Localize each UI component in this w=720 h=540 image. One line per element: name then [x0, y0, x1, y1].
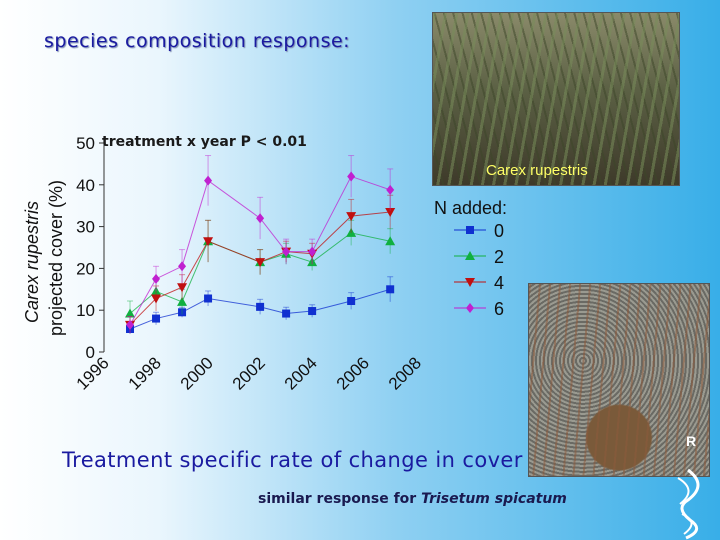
data-point	[203, 237, 214, 247]
y-tick-label: 20	[76, 259, 95, 278]
organization-logo: R	[677, 433, 700, 540]
x-tick-label: 2000	[177, 353, 217, 393]
data-point	[386, 184, 395, 195]
series-6	[126, 155, 395, 334]
data-point	[177, 296, 188, 306]
y-tick-label: 50	[76, 134, 95, 153]
chart-legend: N added: 0 2 4 6	[434, 198, 507, 319]
data-point	[255, 258, 266, 268]
carex-closeup-photo	[528, 283, 710, 477]
photo-caption: Carex rupestris	[486, 162, 588, 179]
data-point	[347, 297, 356, 306]
y-tick-label: 40	[76, 176, 95, 195]
legend-label: 0	[494, 221, 504, 241]
data-point	[385, 207, 396, 217]
data-point	[151, 294, 162, 304]
legend-item-6: 6	[454, 299, 504, 319]
data-point	[347, 171, 356, 182]
data-point	[308, 307, 317, 316]
footnote-species: Trisetum spicatum	[421, 491, 567, 507]
svg-text:R: R	[686, 433, 696, 449]
data-point	[152, 314, 161, 323]
data-point	[307, 257, 318, 267]
y-axis-label-species: Carex rupestris	[22, 201, 42, 323]
x-tick-label: 2006	[333, 353, 373, 393]
legend-label: 4	[494, 273, 504, 293]
series-0	[126, 276, 395, 335]
data-point	[256, 302, 265, 311]
slide-title: species composition response:	[44, 30, 351, 52]
legend-label: 2	[494, 247, 504, 267]
x-tick-label: 1998	[125, 353, 165, 393]
data-point	[177, 283, 188, 293]
x-tick-label: 1996	[73, 353, 113, 393]
data-point	[178, 308, 187, 317]
data-point	[282, 309, 291, 318]
carex-field-photo	[432, 12, 680, 186]
data-point	[282, 246, 291, 257]
chart-axes: 0 10 20 30 40 50 1996 1998 2000 2002 2004 2006 2008 C…	[22, 134, 425, 394]
data-point	[466, 303, 474, 313]
data-point	[465, 278, 475, 287]
data-point	[346, 227, 357, 237]
data-point	[346, 212, 357, 222]
y-tick-label: 0	[86, 343, 95, 362]
data-point	[178, 261, 187, 272]
data-point	[125, 308, 136, 318]
data-point	[465, 251, 475, 260]
footnote: similar response for Trisetum spicatum	[258, 491, 567, 507]
significance-label: treatment x year P < 0.01	[102, 134, 307, 150]
x-tick-label: 2004	[281, 353, 321, 393]
y-axis-label: projected cover (%)	[46, 180, 66, 336]
legend-item-0: 0	[454, 221, 504, 241]
data-point	[466, 226, 474, 234]
x-tick-label: 2008	[385, 353, 425, 393]
y-tick-label: 30	[76, 218, 95, 237]
footnote-prefix: similar response for	[258, 491, 422, 507]
data-point	[308, 246, 317, 257]
data-point	[256, 213, 265, 224]
data-point	[204, 175, 213, 186]
bottom-caption: Treatment specific rate of change in cov…	[62, 448, 523, 472]
data-point	[385, 236, 396, 246]
legend-item-2: 2	[454, 247, 504, 267]
data-point	[151, 286, 162, 296]
data-point	[386, 285, 395, 294]
x-tick-label: 2002	[229, 353, 269, 393]
chart-series-layer	[125, 155, 396, 335]
data-point	[204, 294, 213, 303]
legend-item-4: 4	[454, 273, 504, 293]
y-tick-label: 10	[76, 301, 95, 320]
legend-title: N added:	[434, 198, 507, 218]
data-point	[126, 319, 135, 330]
data-point	[152, 273, 161, 284]
legend-label: 6	[494, 299, 504, 319]
